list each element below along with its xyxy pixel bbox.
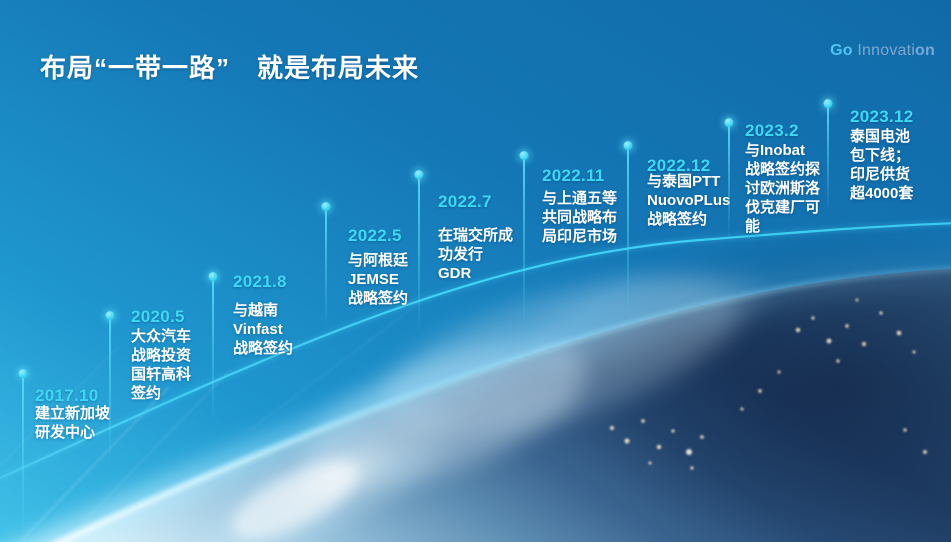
milestone-text-line: 与阿根廷 (348, 252, 409, 269)
milestone-body: 与阿根廷 JEMSE 战略签约 (348, 251, 408, 308)
milestone-body: 与上通五等共同战略布局印尼市场 (542, 189, 617, 246)
milestone-body: 与越南 Vinfast 战略签约 (233, 301, 293, 358)
page-title: 布局“一带一路” 就是布局未来 (40, 53, 420, 83)
milestone-date: 2023.2 (745, 121, 799, 140)
logo-text-innovati: Innovati (852, 42, 916, 59)
milestone-body: 建立新加坡 研发中心 (35, 404, 110, 442)
milestone-text-line: 印尼供货 (850, 166, 911, 183)
milestone-text-line: 战略签约 (647, 211, 708, 228)
milestone-stem (418, 175, 420, 335)
milestone-text: 2022.7 在瑞交所成功发行 GDR (438, 191, 513, 283)
milestone-text: 2023.2 与Inobat 战略签约探讨欧洲斯洛伐克建厂可能 (745, 120, 820, 236)
milestone-stem (212, 277, 214, 422)
milestone-date: 2023.12 (850, 107, 914, 126)
milestone-text-line: 伐克建厂可 (745, 199, 821, 216)
milestone-body: 与Inobat 战略签约探讨欧洲斯洛伐克建厂可能 (745, 141, 820, 236)
milestone-date: 2022.5 (348, 226, 402, 245)
milestone-stem (523, 156, 525, 326)
milestone-body: 大众汽车战略投资国轩高科签约 (131, 327, 191, 403)
milestone-text-line: 共同战略布 (542, 209, 618, 226)
milestone-text: 2023.12 泰国电池包下线； 印尼供货超4000套 (850, 106, 914, 203)
milestone-dot (321, 202, 331, 212)
milestone-text-line: 在瑞交所成 (438, 227, 514, 244)
milestone-text-line: 超4000套 (850, 185, 914, 202)
milestone-stem (22, 374, 24, 542)
milestone-date: 2020.5 (131, 307, 185, 326)
milestone-dot (18, 369, 28, 379)
milestone-text-line: 能 (745, 218, 761, 235)
milestone-text-line: 包下线； (850, 147, 911, 164)
milestone-text-line: GDR (438, 265, 472, 282)
milestone-text-line: 与上通五等 (542, 190, 618, 207)
milestone-body: 与泰国PTT NuovoPLus 战略签约 (647, 172, 730, 229)
logo-text-on: on (915, 42, 935, 59)
milestone-stem (325, 207, 327, 327)
milestone-date: 2022.7 (438, 192, 492, 211)
milestone-text-line: 战略投资 (131, 347, 192, 364)
milestone-dot (414, 170, 424, 180)
milestone-text-line: 大众汽车 (131, 328, 192, 345)
milestone-dot (623, 141, 633, 151)
milestone-date: 2022.11 (542, 166, 605, 185)
milestone-text-line: 签约 (131, 385, 162, 402)
milestone-stem (827, 104, 829, 212)
milestone-date: 2022.12 (647, 156, 711, 175)
milestone-text-line: 建立新加坡 (35, 405, 111, 422)
milestone-dot (208, 272, 218, 282)
milestone-date: 2017.10 (35, 386, 99, 405)
milestone-text-line: 国轩高科 (131, 366, 192, 383)
milestone-stem (728, 123, 730, 238)
milestone-stem (109, 316, 111, 466)
milestone-text-line: 与泰国PTT (647, 173, 721, 190)
milestone-text-line: 研发中心 (35, 424, 96, 441)
milestone-dot (519, 151, 529, 161)
milestone-text-line: 战略签约探 (745, 161, 821, 178)
milestone-dot (105, 311, 115, 321)
milestone-text: 2017.10 建立新加坡研发中心 (35, 385, 110, 442)
brand-logo: Go Innovation (830, 42, 935, 60)
milestone-text-line: Vinfast (233, 321, 283, 338)
milestone-text-line: 与Inobat (745, 142, 805, 159)
milestone-text-line: 功发行 (438, 246, 484, 263)
milestone-text: 2022.12 与泰国PTT NuovoPLus 战略签约 (647, 155, 730, 229)
milestone-text-line: 与越南 (233, 302, 279, 319)
milestone-text-line: 讨欧洲斯洛 (745, 180, 821, 197)
milestone-text: 2022.5 与阿根廷 JEMSE 战略签约 (348, 225, 408, 308)
milestone-text-line: 泰国电池 (850, 128, 911, 145)
milestone-text-line: 战略签约 (233, 340, 294, 357)
milestone-text-line: NuovoPLus (647, 192, 731, 209)
milestone-text-line: 战略签约 (348, 290, 409, 307)
milestone-body: 在瑞交所成功发行 GDR (438, 226, 513, 283)
logo-text-go: Go (830, 42, 853, 59)
milestone-body: 泰国电池包下线； 印尼供货超4000套 (850, 127, 914, 203)
milestone-stem (627, 146, 629, 318)
milestone-text-line: JEMSE (348, 271, 399, 288)
milestone-text: 2020.5 大众汽车战略投资国轩高科签约 (131, 306, 191, 403)
milestone-text-line: 局印尼市场 (542, 228, 618, 245)
milestone-dot (823, 99, 833, 109)
milestone-text: 2022.11 与上通五等共同战略布局印尼市场 (542, 165, 617, 246)
milestone-date: 2021.8 (233, 272, 287, 291)
milestone-dot (724, 118, 734, 128)
milestone-text: 2021.8 与越南 Vinfast 战略签约 (233, 271, 293, 358)
